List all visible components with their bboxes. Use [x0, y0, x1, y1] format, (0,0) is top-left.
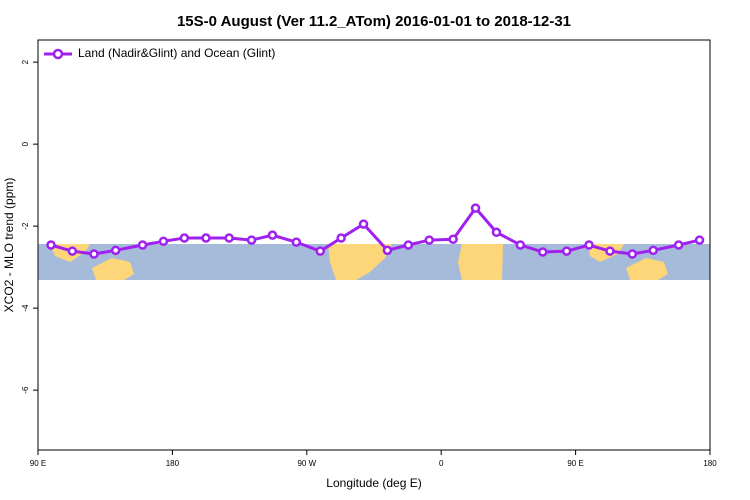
point — [424, 235, 435, 245]
x-tick-label: 0 — [439, 459, 444, 468]
point — [605, 246, 615, 256]
point — [315, 246, 325, 256]
legend-marker — [52, 48, 64, 60]
point — [179, 233, 190, 243]
y-tick-label: -4 — [21, 304, 30, 312]
point — [158, 236, 169, 247]
y-tick-label: 0 — [21, 141, 30, 146]
point — [110, 245, 121, 256]
land — [328, 244, 392, 280]
point — [246, 235, 257, 245]
point — [491, 227, 502, 238]
point — [89, 249, 99, 259]
x-tick-label: 90 E — [567, 459, 583, 468]
plot-frame — [37, 39, 711, 451]
point — [673, 240, 684, 250]
point — [561, 246, 572, 256]
y-tick-label: -2 — [21, 222, 30, 230]
point — [627, 249, 638, 259]
point — [403, 240, 414, 250]
land — [458, 244, 503, 280]
chart-title: 15S-0 August (Ver 11.2_ATom) 2016-01-01 … — [177, 13, 571, 30]
point — [448, 234, 458, 245]
x-tick-label: 90 E — [30, 459, 46, 468]
point — [224, 233, 234, 243]
point — [694, 235, 705, 245]
point — [46, 240, 56, 250]
x-axis-label: Longitude (deg E) — [326, 476, 421, 490]
x-tick-label: 180 — [166, 459, 180, 468]
point — [137, 240, 148, 250]
legend-label: Land (Nadir&Glint) and Ocean (Glint) — [78, 46, 275, 60]
point — [201, 233, 211, 243]
y-axis-label: XCO2 - MLO trend (ppm) — [2, 178, 16, 313]
point — [584, 240, 594, 250]
point — [67, 246, 78, 256]
point — [358, 219, 369, 229]
point — [470, 203, 481, 213]
point — [291, 237, 302, 247]
land — [626, 258, 668, 280]
point — [382, 245, 393, 256]
x-tick-label: 180 — [703, 459, 717, 468]
x-tick-label: 90 W — [297, 459, 316, 468]
y-tick-label: 2 — [21, 59, 30, 64]
point — [336, 233, 346, 243]
point — [648, 245, 659, 256]
map-band — [38, 244, 710, 280]
point — [515, 240, 526, 250]
point — [537, 247, 548, 257]
y-tick-label: -6 — [21, 386, 30, 394]
point — [267, 230, 278, 240]
land — [92, 258, 134, 280]
